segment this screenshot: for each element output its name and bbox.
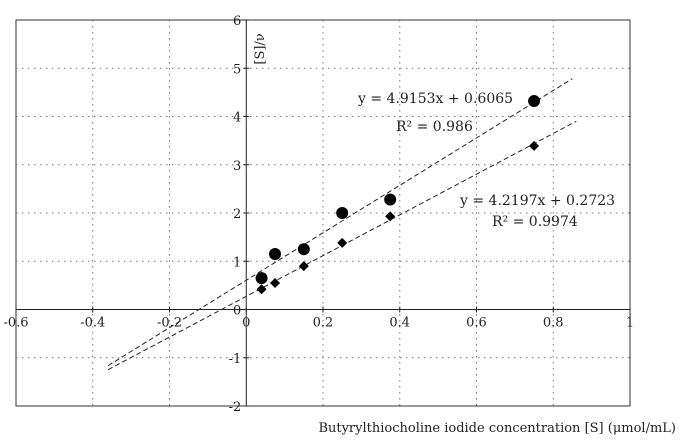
y-tick-label-6: 4 <box>233 111 241 126</box>
series-1-point-5 <box>384 193 397 206</box>
y-tick-label-0: -2 <box>229 400 242 415</box>
series-1-fit-line <box>107 78 573 367</box>
x-tick-label-2: -0.2 <box>157 316 182 331</box>
x-tick-label-3: 0 <box>242 316 250 331</box>
y-tick-label-4: 2 <box>233 207 241 222</box>
x-tick-label-7: 0.8 <box>543 316 564 331</box>
series-2-point-4 <box>337 237 348 248</box>
series-1-point-2 <box>269 248 282 261</box>
tick-labels: -0.6 -0.4 -0.2 0 0.2 0.4 0.6 0.8 1 -2 -1 0 1 2 3 4 5 6 <box>3 14 634 415</box>
y-tick-label-8: 6 <box>233 14 241 29</box>
series-1-equation: y = 4.9153x + 0.6065 <box>357 91 513 107</box>
series-2-equation: y = 4.2197x + 0.2723 <box>459 193 615 209</box>
y-axis-label: [S]/ν <box>253 33 268 64</box>
x-tick-label-5: 0.4 <box>389 316 410 331</box>
series-2-point-2 <box>270 277 281 288</box>
series-2-r2: R² = 0.9974 <box>492 214 578 230</box>
axes <box>15 19 631 407</box>
x-tick-label-1: -0.4 <box>80 316 105 331</box>
x-tick-label-4: 0.2 <box>313 316 334 331</box>
series-2-point-1 <box>256 284 267 295</box>
x-tick-label-8: 1 <box>626 316 634 331</box>
y-tick-label-7: 5 <box>233 62 241 77</box>
series-1-point-4 <box>336 207 349 219</box>
grid <box>16 20 630 406</box>
y-tick-label-2: 0 <box>233 304 241 319</box>
series-2-point-5 <box>385 211 396 222</box>
series-1-point-6 <box>528 95 541 108</box>
x-tick-label-0: -0.6 <box>3 316 28 331</box>
series-1-r2: R² = 0.986 <box>396 119 473 135</box>
series-2-point-3 <box>298 261 309 272</box>
y-tick-label-3: 1 <box>233 255 241 270</box>
x-axis-label: Butyrylthiocholine iodide concentration … <box>318 421 676 436</box>
y-tick-label-5: 3 <box>233 159 241 174</box>
series-1-point-3 <box>297 243 310 256</box>
x-tick-label-6: 0.6 <box>466 316 487 331</box>
y-tick-label-1: -1 <box>229 352 242 367</box>
data-points <box>255 95 541 295</box>
series-1-point-1 <box>255 272 268 285</box>
series-2-point-6 <box>529 140 540 151</box>
